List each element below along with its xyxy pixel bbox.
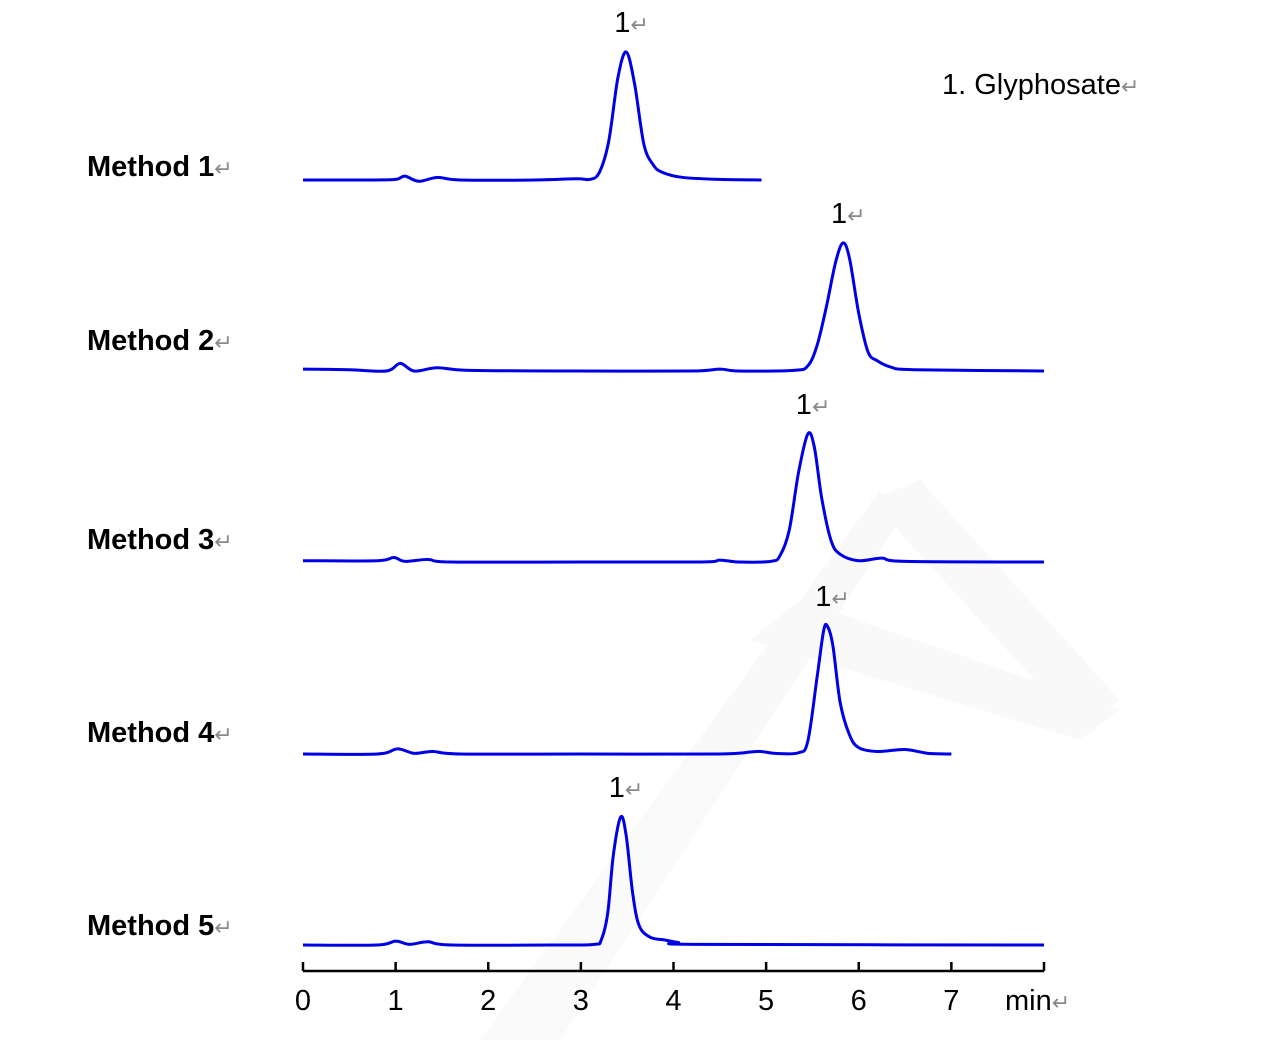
watermark bbox=[480, 480, 1120, 1040]
trace-2: Method 2↵ 1↵ bbox=[87, 198, 1045, 373]
legend-glyphosate: 1. Glyphosate↵ bbox=[942, 69, 1139, 101]
method-label: Method 3↵ bbox=[87, 524, 233, 556]
peak-label: 1↵ bbox=[609, 772, 644, 804]
x-axis-label: min↵ bbox=[1005, 985, 1070, 1017]
x-tick-label: 0 bbox=[295, 985, 311, 1017]
x-tick-label: 4 bbox=[665, 985, 681, 1017]
peak-label: 1↵ bbox=[831, 198, 866, 230]
x-tick-label: 7 bbox=[943, 985, 959, 1017]
x-tick-label: 1 bbox=[388, 985, 404, 1017]
trace-line bbox=[302, 241, 1045, 373]
peak-label: 1↵ bbox=[796, 389, 831, 421]
trace-5: Method 5↵ 1↵ bbox=[87, 772, 1045, 947]
method-label: Method 4↵ bbox=[87, 717, 233, 749]
peak-label: 1↵ bbox=[815, 581, 850, 613]
trace-line bbox=[302, 50, 762, 183]
peak-label: 1↵ bbox=[614, 7, 649, 39]
trace-3: Method 3↵ 1↵ bbox=[87, 389, 1045, 564]
trace-4: Method 4↵ 1↵ bbox=[87, 581, 952, 756]
method-label: Method 2↵ bbox=[87, 325, 233, 357]
trace-1: Method 1↵ 1↵ bbox=[87, 7, 762, 183]
x-tick-label: 3 bbox=[573, 985, 589, 1017]
trace-line bbox=[302, 814, 1045, 947]
method-label: Method 1↵ bbox=[87, 151, 233, 183]
x-tick-label: 6 bbox=[851, 985, 867, 1017]
method-label: Method 5↵ bbox=[87, 910, 233, 942]
x-tick-label: 2 bbox=[480, 985, 496, 1017]
trace-line bbox=[302, 622, 952, 756]
x-tick-label: 5 bbox=[758, 985, 774, 1017]
trace-line bbox=[302, 431, 1045, 564]
